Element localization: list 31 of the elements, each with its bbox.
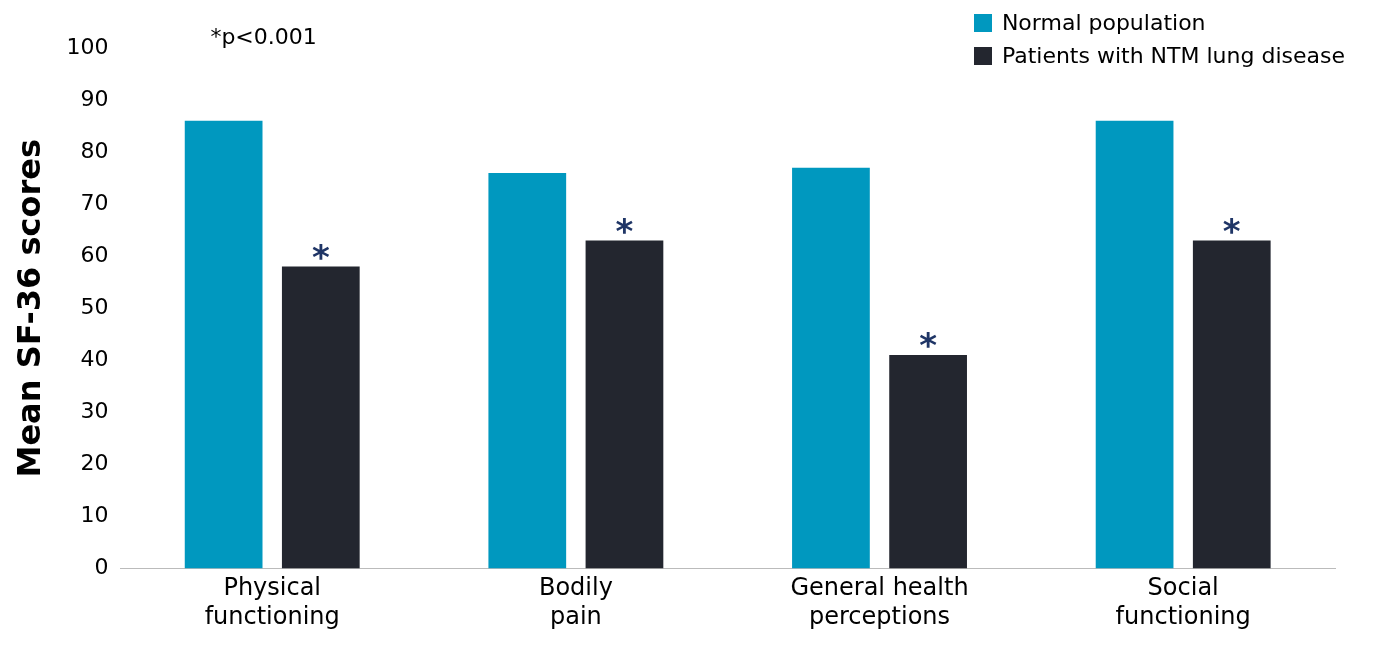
bar: [1192, 240, 1271, 569]
data-label: *: [615, 210, 634, 251]
x-tick-label: General health perceptions: [790, 573, 969, 630]
bar: [792, 167, 870, 569]
x-tick-label: Social functioning: [1115, 573, 1251, 630]
bar: [184, 120, 263, 569]
bar: [1095, 120, 1174, 569]
bar: [585, 240, 664, 569]
data-label: *: [1222, 210, 1241, 251]
y-tick-label: 20: [80, 450, 109, 476]
bar: [281, 266, 360, 569]
y-tick-label: 50: [80, 293, 109, 319]
annotation: *p<0.001: [210, 23, 317, 49]
y-tick-label: 30: [80, 398, 109, 423]
data-label: *: [311, 236, 330, 277]
y-tick-label: 90: [80, 85, 109, 111]
legend-label: Normal population: [1001, 10, 1206, 35]
y-tick-label: 70: [80, 189, 109, 215]
y-tick-label: 80: [80, 137, 109, 163]
legend-label: Patients with NTM lung disease: [1001, 43, 1345, 68]
y-tick-label: 100: [66, 33, 109, 59]
bar: [889, 355, 967, 569]
x-tick-label: Physical functioning: [204, 573, 340, 630]
bar: [488, 172, 567, 569]
y-tick-label: 0: [94, 554, 109, 580]
y-tick-label: 60: [80, 241, 109, 267]
x-tick-label: Bodily pain: [538, 573, 613, 630]
y-tick-label: 40: [80, 345, 109, 371]
data-label: *: [919, 325, 938, 366]
y-axis-title: Mean SF-36 scores: [9, 138, 48, 478]
y-tick-label: 10: [80, 502, 109, 528]
